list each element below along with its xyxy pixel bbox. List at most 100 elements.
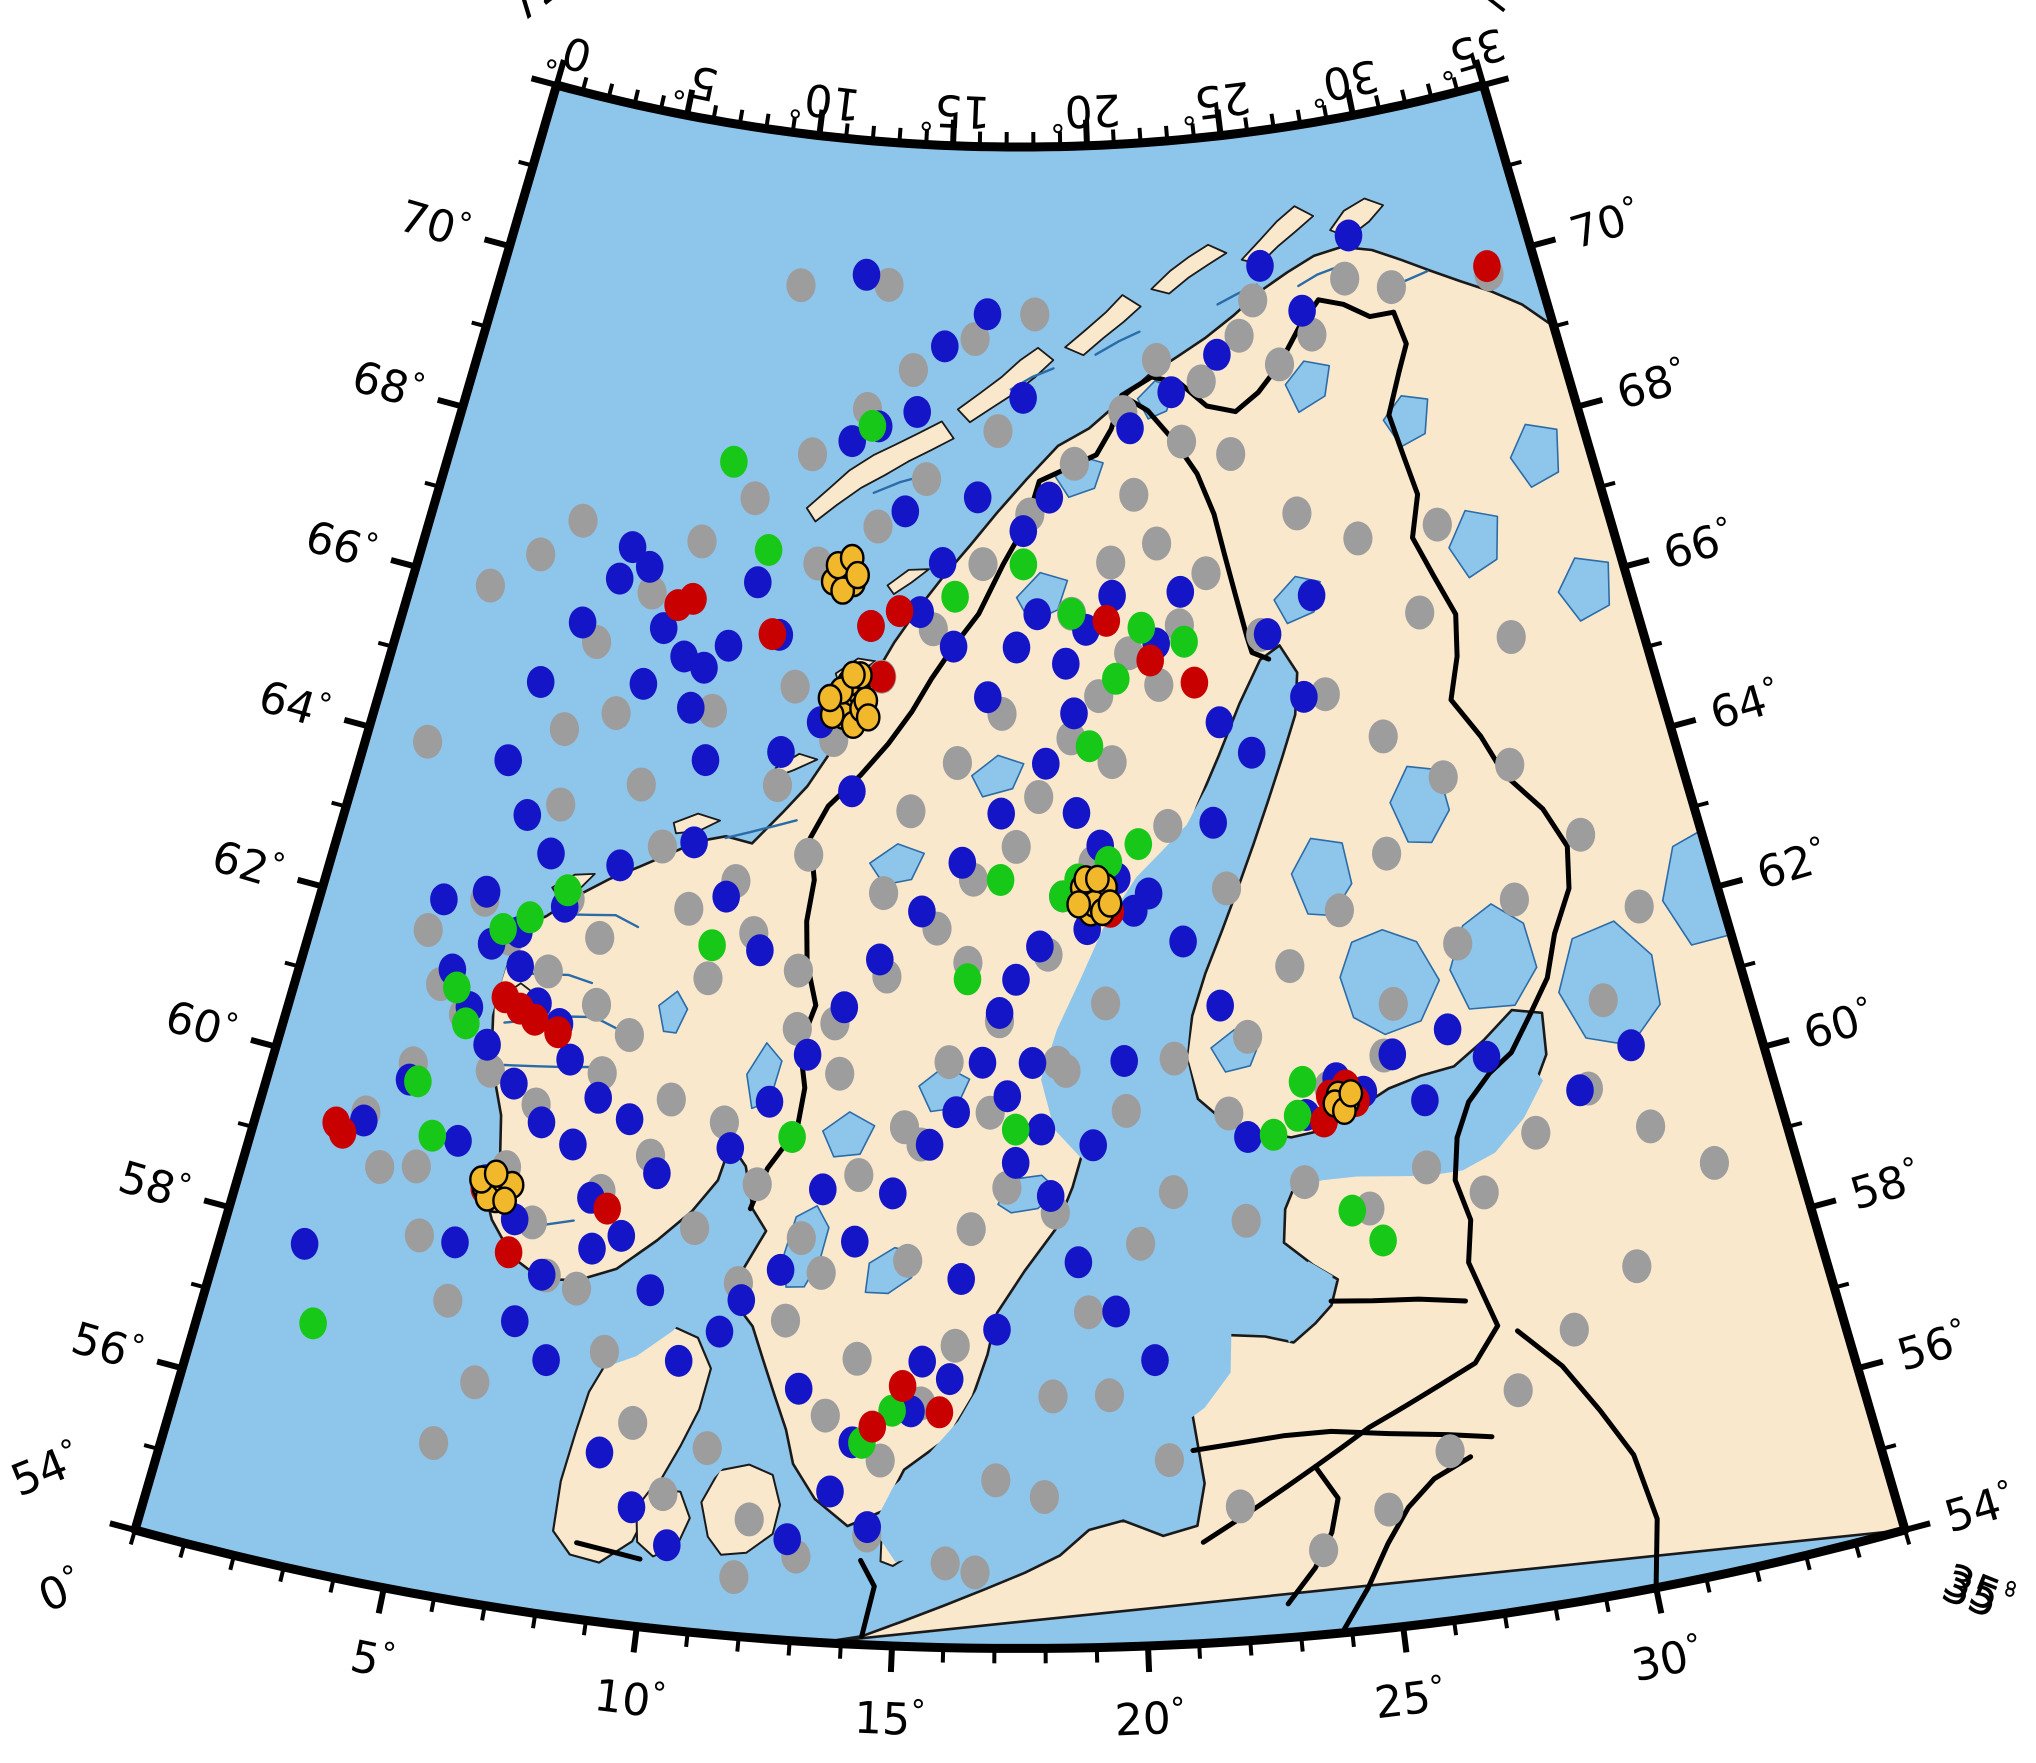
data-point-blue[interactable] [948,846,977,879]
data-point-green[interactable] [878,1394,906,1427]
data-point-blue[interactable] [653,1529,681,1562]
data-point-blue[interactable] [727,1284,756,1317]
data-point-gray[interactable] [687,524,717,559]
data-point-gray[interactable] [533,954,563,989]
data-point-gray[interactable] [930,1546,960,1581]
data-point-red[interactable] [867,660,896,693]
data-point-green[interactable] [858,409,887,442]
data-point-blue[interactable] [1169,925,1197,958]
data-point-gray[interactable] [911,462,942,497]
data-point-green[interactable] [418,1119,447,1152]
data-point-blue[interactable] [1334,219,1363,252]
data-point-gray[interactable] [981,1463,1011,1498]
data-point-blue[interactable] [915,1128,944,1161]
data-point-gray[interactable] [587,1056,617,1091]
data-point-gray[interactable] [898,353,929,387]
data-point-gray[interactable] [1282,496,1312,531]
data-point-gray[interactable] [413,913,443,947]
data-point-gray[interactable] [960,322,990,356]
data-point-green[interactable] [941,580,969,613]
data-point-gray[interactable] [810,1398,840,1433]
data-point-orange_outlined[interactable] [483,1159,509,1188]
data-point-gray[interactable] [844,1158,874,1192]
data-point-blue[interactable] [908,895,936,928]
data-point-orange_outlined[interactable] [1338,1079,1364,1108]
data-point-gray[interactable] [404,1218,434,1253]
data-point-green[interactable] [1283,1099,1312,1132]
data-point-blue[interactable] [1205,706,1234,739]
data-point-blue[interactable] [1052,647,1080,680]
data-point-blue[interactable] [568,606,597,639]
data-point-blue[interactable] [903,396,931,428]
data-point-gray[interactable] [968,547,998,582]
data-point-blue[interactable] [891,495,920,528]
data-point-gray[interactable] [1038,1379,1068,1414]
data-point-blue[interactable] [559,1128,587,1161]
data-point-blue[interactable] [617,1491,646,1524]
data-point-blue[interactable] [1157,376,1185,409]
data-point-green[interactable] [443,971,471,1004]
data-point-blue[interactable] [939,630,968,663]
data-point-gray[interactable] [1330,261,1360,296]
data-point-red[interactable] [544,1016,572,1049]
data-point-gray[interactable] [942,746,973,780]
data-point-gray[interactable] [1566,817,1596,852]
data-point-gray[interactable] [647,829,678,864]
data-point-blue[interactable] [931,330,959,363]
data-point-green[interactable] [1338,1194,1367,1227]
data-points-orange[interactable] [469,543,1364,1215]
data-point-blue[interactable] [556,1043,584,1076]
data-point-red[interactable] [322,1106,351,1139]
data-point-blue[interactable] [1009,381,1037,414]
data-point-gray[interactable] [601,696,631,731]
data-point-gray[interactable] [1126,1226,1156,1261]
data-point-gray[interactable] [1191,556,1221,591]
data-point-green[interactable] [754,534,783,566]
data-point-gray[interactable] [1559,1312,1589,1347]
data-point-green[interactable] [554,874,582,907]
data-point-blue[interactable] [350,1104,378,1137]
data-point-gray[interactable] [1042,1045,1073,1080]
data-point-blue[interactable] [643,1157,671,1190]
data-point-gray[interactable] [1114,636,1144,671]
data-point-gray[interactable] [680,1211,710,1246]
data-point-blue[interactable] [974,681,1002,714]
data-point-gray[interactable] [637,575,667,610]
data-point-blue[interactable] [527,1258,556,1291]
data-point-blue[interactable] [606,849,634,882]
data-point-orange_outlined[interactable] [492,1186,517,1215]
data-point-gray[interactable] [1091,986,1121,1021]
data-point-gray[interactable] [1141,342,1172,377]
data-point-blue[interactable] [852,258,881,291]
data-point-gray[interactable] [561,1271,592,1306]
data-point-gray[interactable] [1024,780,1054,814]
data-point-blue[interactable] [1411,1084,1439,1117]
data-point-blue[interactable] [793,1038,822,1071]
data-point-blue[interactable] [755,1085,784,1118]
data-point-red[interactable] [925,1396,954,1429]
data-point-blue[interactable] [1288,294,1316,327]
data-point-green[interactable] [1124,828,1153,861]
data-point-blue[interactable] [506,950,534,983]
data-point-blue[interactable] [430,883,458,916]
data-point-blue[interactable] [784,1372,813,1405]
data-point-green[interactable] [1057,597,1086,630]
data-point-gray[interactable] [1422,507,1452,542]
data-point-blue[interactable] [1079,1129,1107,1162]
data-point-gray[interactable] [589,1334,620,1369]
data-point-blue[interactable] [664,1344,693,1377]
data-point-green[interactable] [1127,611,1156,644]
data-point-gray[interactable] [1411,1150,1442,1185]
data-point-blue[interactable] [1141,1344,1169,1377]
data-point-blue[interactable] [1253,618,1282,651]
data-point-gray[interactable] [1374,1492,1404,1527]
data-point-blue[interactable] [649,612,678,645]
data-point-gray[interactable] [956,1212,986,1247]
data-point-blue[interactable] [987,797,1015,830]
data-point-blue[interactable] [629,667,658,700]
data-point-gray[interactable] [365,1150,395,1184]
data-point-gray[interactable] [1376,270,1406,305]
data-point-green[interactable] [452,1007,480,1040]
data-point-gray[interactable] [940,1328,970,1363]
data-point-gray[interactable] [1521,1115,1551,1150]
